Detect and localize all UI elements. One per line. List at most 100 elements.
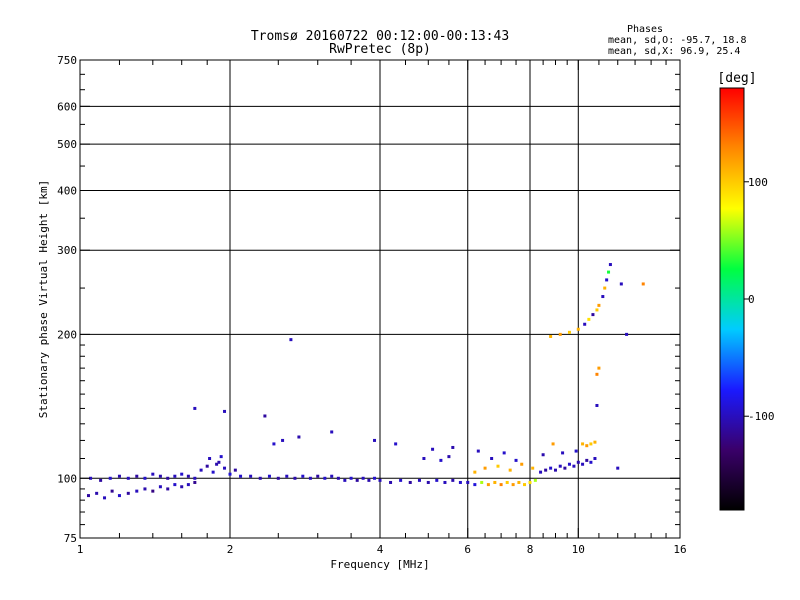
x-tick-label: 8	[527, 543, 534, 556]
data-point	[496, 464, 500, 468]
data-point	[451, 478, 455, 482]
grid-lines	[80, 60, 680, 538]
data-point	[219, 455, 223, 459]
data-point	[597, 303, 601, 307]
data-point	[258, 476, 262, 480]
scatter-points	[86, 263, 645, 500]
data-point	[193, 476, 197, 480]
data-point	[486, 483, 490, 487]
data-point	[158, 474, 162, 478]
data-point	[587, 317, 591, 321]
data-point	[166, 487, 170, 491]
data-point	[528, 480, 532, 484]
data-point	[567, 330, 571, 334]
data-point	[126, 476, 130, 480]
data-point	[591, 313, 595, 317]
data-point	[574, 449, 578, 453]
data-point	[466, 480, 470, 484]
data-point	[323, 476, 327, 480]
data-point	[316, 474, 320, 478]
data-point	[267, 474, 271, 478]
data-point	[281, 438, 285, 442]
data-point	[595, 372, 599, 376]
y-tick-label: 600	[57, 100, 77, 113]
data-point	[233, 468, 237, 472]
data-point	[301, 474, 305, 478]
phase-colorbar: [deg] 100 0 -100	[717, 71, 775, 511]
data-point	[593, 440, 597, 444]
data-point	[249, 474, 253, 478]
data-point	[99, 478, 103, 482]
data-point	[417, 478, 421, 482]
data-point	[443, 480, 447, 484]
data-point	[361, 476, 365, 480]
data-point	[394, 442, 398, 446]
data-point	[480, 480, 484, 484]
colorbar-tick-label: 100	[748, 176, 768, 189]
data-point	[502, 451, 506, 455]
data-point	[208, 456, 212, 460]
data-point	[186, 483, 190, 487]
data-point	[531, 466, 535, 470]
data-point	[205, 464, 209, 468]
data-point	[158, 485, 162, 489]
data-point	[551, 442, 555, 446]
data-point	[173, 474, 177, 478]
data-point	[553, 468, 557, 472]
phases-line-x: mean, sd,X: 96.9, 25.4	[608, 46, 740, 57]
data-point	[431, 447, 435, 451]
data-point	[173, 483, 177, 487]
data-point	[193, 406, 197, 410]
data-point	[228, 472, 232, 476]
colorbar-gradient	[719, 87, 745, 511]
x-tick-label: 4	[377, 543, 384, 556]
data-point	[511, 483, 515, 487]
data-point	[330, 474, 334, 478]
data-point	[549, 466, 553, 470]
data-point	[308, 476, 312, 480]
y-tick-label: 400	[57, 184, 77, 197]
x-axis-label: Frequency [MHz]	[330, 558, 429, 571]
data-point	[625, 332, 629, 336]
y-tick-label: 100	[57, 472, 77, 485]
data-point	[199, 468, 203, 472]
data-point	[399, 478, 403, 482]
data-point	[576, 460, 580, 464]
data-point	[493, 480, 497, 484]
data-point	[166, 476, 170, 480]
data-point	[285, 474, 289, 478]
data-point	[143, 476, 147, 480]
y-tick-label: 300	[57, 244, 77, 257]
data-point	[581, 462, 585, 466]
data-point	[517, 480, 521, 484]
data-point	[499, 483, 503, 487]
data-point	[605, 278, 609, 282]
data-point	[595, 308, 599, 312]
x-tick-label: 6	[464, 543, 471, 556]
data-point	[151, 472, 155, 476]
data-point	[186, 474, 190, 478]
data-point	[476, 449, 480, 453]
y-tick-label: 750	[57, 54, 77, 67]
data-point	[426, 480, 430, 484]
data-point	[373, 476, 377, 480]
phases-heading: Phases	[627, 24, 663, 35]
data-point	[523, 483, 527, 487]
colorbar-tick-label: -100	[748, 410, 775, 423]
data-point	[483, 466, 487, 470]
data-point	[581, 442, 585, 446]
data-point	[597, 366, 601, 370]
data-point	[595, 403, 599, 407]
data-point	[373, 438, 377, 442]
data-point	[589, 460, 593, 464]
data-point	[330, 430, 334, 434]
data-point	[117, 474, 121, 478]
data-point	[458, 480, 462, 484]
data-point	[490, 456, 494, 460]
data-point	[367, 478, 371, 482]
y-tick-label: 500	[57, 138, 77, 151]
data-point	[549, 334, 553, 338]
data-point	[539, 470, 543, 474]
data-point	[95, 491, 99, 495]
